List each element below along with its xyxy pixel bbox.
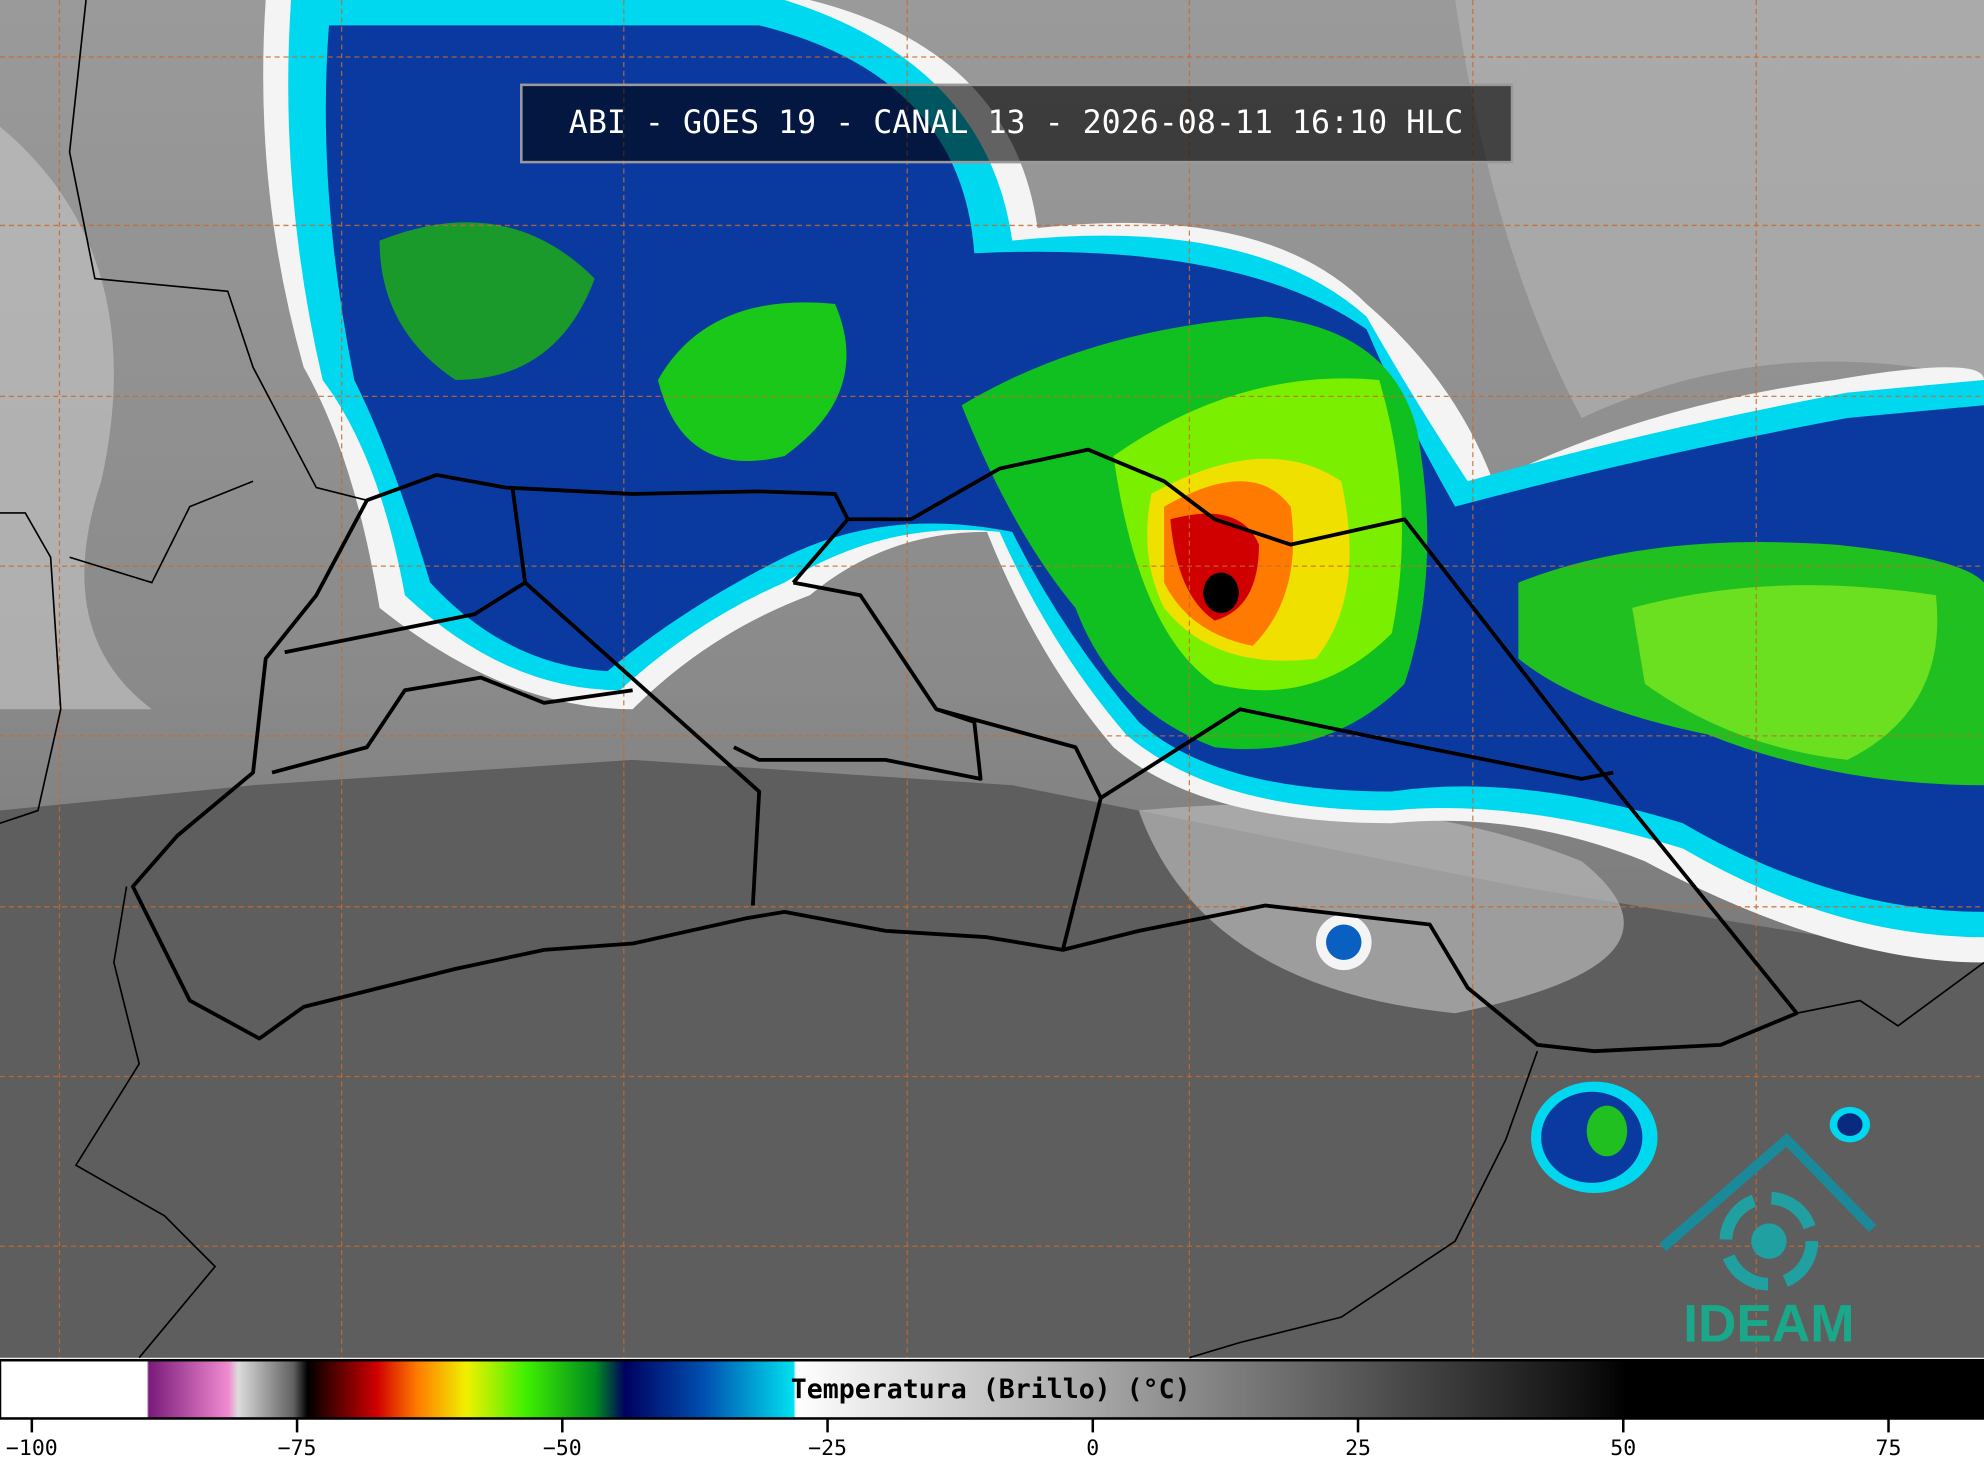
colorbar xyxy=(0,1358,1984,1420)
tick-label: −100 xyxy=(6,1436,58,1459)
admin-borders xyxy=(0,0,1984,1359)
tick-label: 0 xyxy=(1086,1436,1099,1459)
tick-label: −25 xyxy=(808,1436,847,1459)
tick-label: 25 xyxy=(1345,1436,1371,1459)
logo xyxy=(1659,1132,1877,1291)
colorbar-ticks: −100 −75 −50 −25 0 25 50 75 xyxy=(6,1418,1902,1459)
colorbar-label: Temperatura (Brillo) (°C) xyxy=(791,1374,1191,1405)
logo-text: IDEAM xyxy=(1683,1294,1854,1353)
title: ABI - GOES 19 - CANAL 13 - 2026-08-11 16… xyxy=(569,105,1463,141)
tick-label: −75 xyxy=(278,1436,317,1459)
tick-label: 75 xyxy=(1876,1436,1902,1459)
cloud-light xyxy=(1138,804,1624,1014)
cloud-light xyxy=(1455,0,1984,418)
tick-label: −50 xyxy=(543,1436,582,1459)
cloud-light xyxy=(0,126,152,710)
tick-label: 50 xyxy=(1610,1436,1636,1459)
title-box xyxy=(520,83,1514,164)
